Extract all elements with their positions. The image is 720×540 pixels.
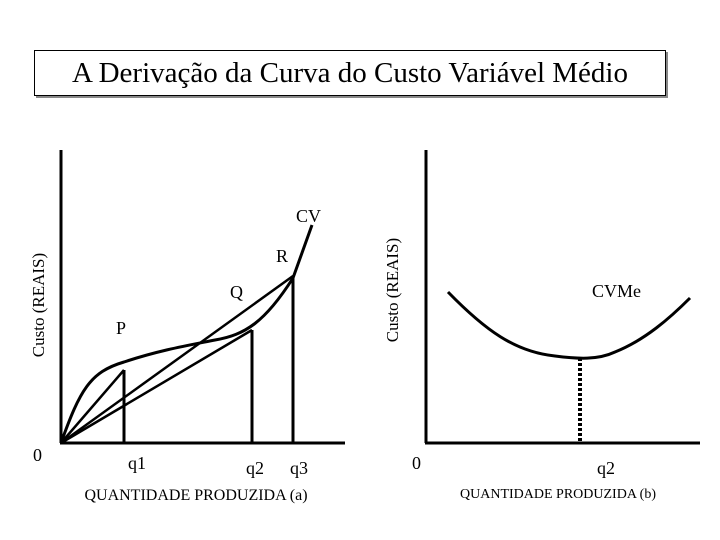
right-x-axis-label: QUANTIDADE PRODUZIDA (b) [460,487,656,502]
cvme-curve [446,290,692,360]
cvme-curve-label: CVMe [592,281,641,301]
left-y-axis-label: Custo (REAIS) [29,253,48,357]
left-x-axis-label: QUANTIDADE PRODUZIDA (a) [84,487,307,504]
left-panel: Custo (REAIS) 0 CV R Q P q1 q2 q3 QUANTI… [29,150,345,504]
right-origin-label: 0 [412,453,421,473]
point-r-label: R [276,246,288,266]
cv-curve [59,224,314,444]
tick-q2-right-label: q2 [597,458,615,478]
cv-curve-label: CV [296,206,321,226]
tick-q1-label: q1 [128,453,146,473]
ray-to-p [60,369,125,444]
tick-q3-label: q3 [290,458,308,478]
ray-to-q [60,328,253,445]
tick-q2-label: q2 [246,458,264,478]
point-q-label: Q [230,282,243,302]
right-y-axis-label: Custo (REAIS) [383,238,402,342]
ray-to-r [60,274,294,445]
right-panel: Custo (REAIS) 0 CVMe q2 QUANTIDADE PRODU… [383,150,700,502]
point-p-label: P [116,318,126,338]
left-origin-label: 0 [33,445,42,465]
page-title: A Derivação da Curva do Custo Variável M… [34,50,666,96]
